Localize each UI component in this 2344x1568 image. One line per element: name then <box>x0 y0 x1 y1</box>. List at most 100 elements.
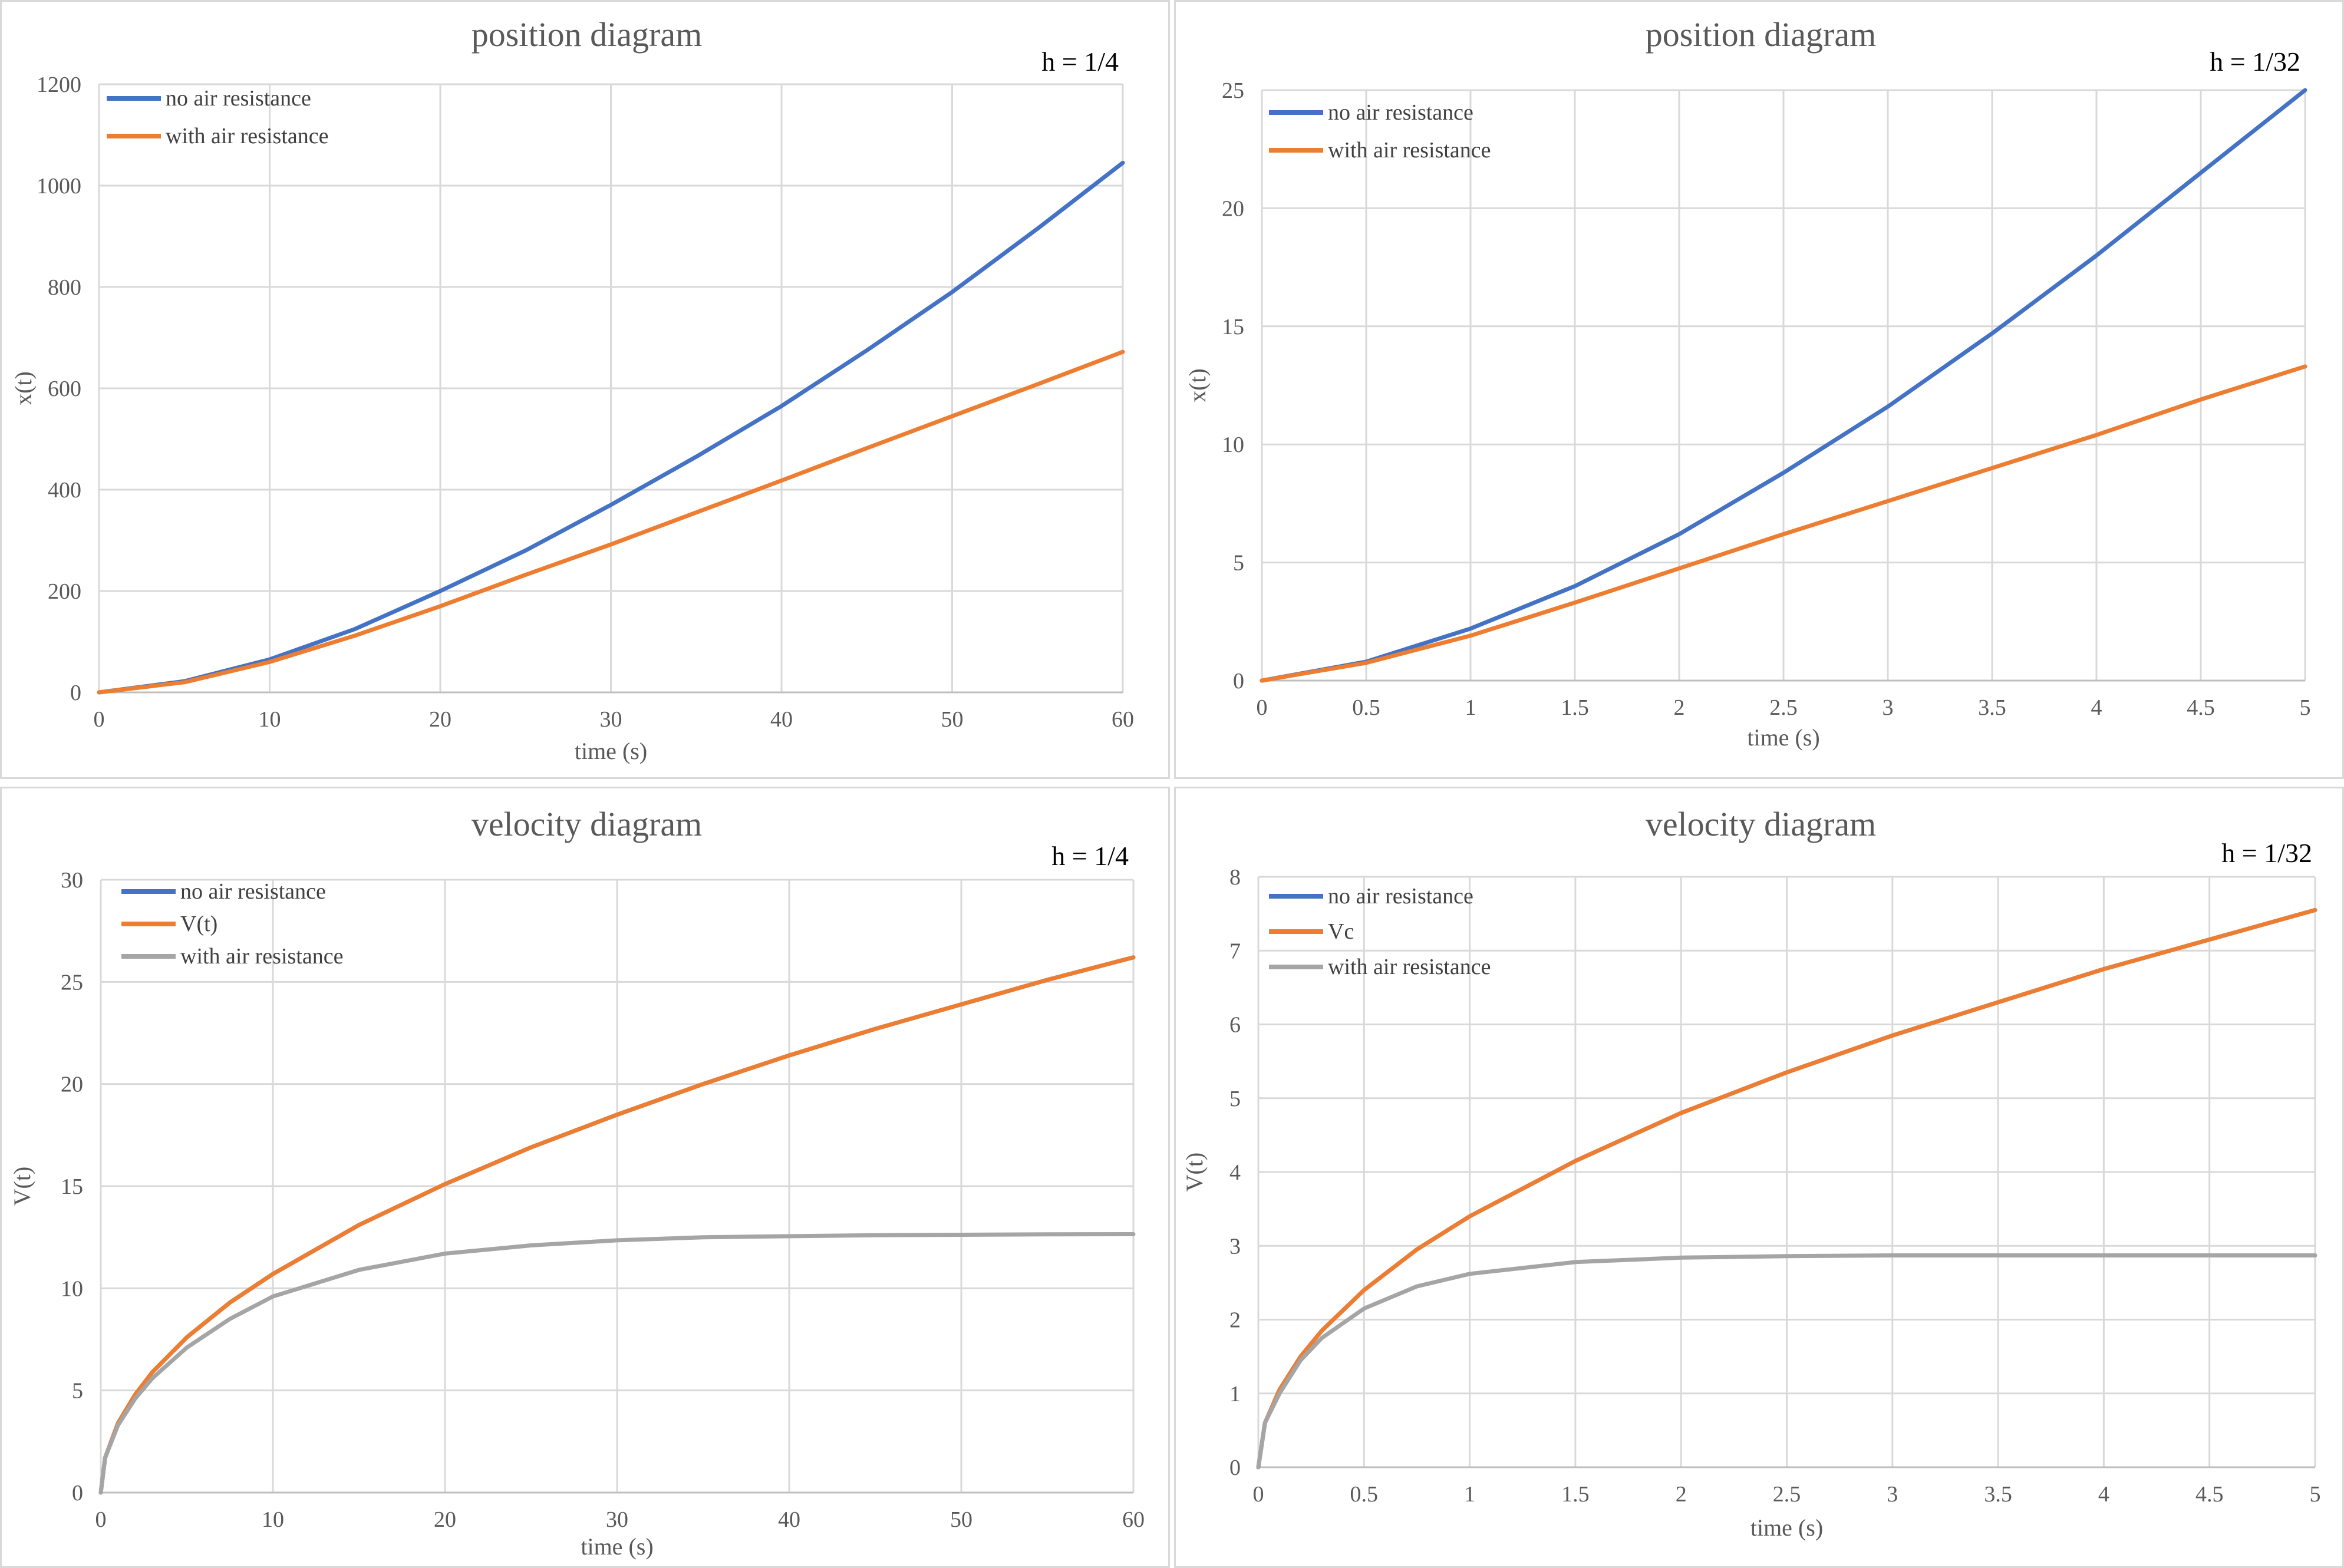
chart-position-h32: 0 0.5 1 1.5 2 2.5 3 3.5 4 4.5 5 0 5 10 15 20 25 position … <box>1174 0 2344 779</box>
chart-position-h4: 0 10 20 30 40 50 60 0 200 400 600 800 1000 1200 positi… <box>0 0 1170 779</box>
legend-label: no air resistance <box>180 879 326 904</box>
y-tick-label: 0 <box>1233 669 1244 694</box>
x-tick-label: 3.5 <box>1984 1482 2012 1507</box>
y-tick-label: 8 <box>1229 865 1241 890</box>
y-tick-label: 30 <box>61 868 83 893</box>
x-tick-label: 10 <box>262 1507 284 1532</box>
y-tick-label: 4 <box>1229 1160 1241 1185</box>
x-tick-label: 5 <box>2310 1482 2321 1507</box>
x-tick-label: 4.5 <box>2195 1482 2224 1507</box>
x-tick-label: 40 <box>770 707 793 732</box>
x-tick-label: 0.5 <box>1352 695 1380 720</box>
y-tick-label: 600 <box>48 377 81 401</box>
y-tick-label: 20 <box>61 1072 83 1097</box>
step-size-annotation: h = 1/32 <box>2210 47 2300 77</box>
legend-label: with air resistance <box>180 944 343 969</box>
y-tick-label: 200 <box>48 579 81 604</box>
x-tick-label: 3 <box>1883 695 1894 720</box>
step-size-annotation: h = 1/4 <box>1041 47 1119 77</box>
y-tick-label: 25 <box>61 970 83 995</box>
x-tick-label: 2.5 <box>1769 695 1798 720</box>
series-line-3 <box>98 1232 1136 1495</box>
x-tick-label: 2.5 <box>1773 1482 1801 1507</box>
chart-title: position diagram <box>1646 15 1876 54</box>
y-axis-label: V(t) <box>1181 1153 1208 1192</box>
y-tick-label: 0 <box>72 1481 83 1506</box>
x-tick-label: 0 <box>1253 1482 1264 1507</box>
y-tick-label: 10 <box>61 1276 83 1301</box>
x-tick-label: 20 <box>434 1507 456 1532</box>
x-tick-label: 4 <box>2098 1482 2109 1507</box>
x-tick-label: 2 <box>1674 695 1685 720</box>
series-line-2 <box>1260 364 2307 683</box>
chart-title: velocity diagram <box>472 805 702 843</box>
y-tick-label: 400 <box>48 478 81 503</box>
y-tick-label: 6 <box>1229 1013 1241 1038</box>
legend-label: no air resistance <box>1328 884 1473 909</box>
x-tick-label: 0 <box>95 1507 107 1532</box>
series-line-2 <box>97 349 1125 695</box>
y-tick-label: 5 <box>1229 1087 1241 1111</box>
chart-title: position diagram <box>472 15 702 54</box>
chart-title: velocity diagram <box>1646 805 1876 843</box>
x-tick-label: 3 <box>1887 1482 1898 1507</box>
y-tick-label: 2 <box>1229 1308 1241 1333</box>
x-tick-label: 0.5 <box>1350 1482 1379 1507</box>
y-tick-label: 3 <box>1229 1234 1241 1259</box>
y-tick-label: 0 <box>1229 1455 1241 1480</box>
legend-label: with air resistance <box>1328 955 1491 979</box>
x-tick-label: 0 <box>94 707 105 732</box>
x-tick-label: 50 <box>950 1507 972 1532</box>
y-tick-label: 20 <box>1222 196 1244 221</box>
series-line-3 <box>1256 1253 2317 1470</box>
x-tick-label: 10 <box>259 707 281 732</box>
x-tick-label: 60 <box>1122 1507 1145 1532</box>
x-tick-label: 3.5 <box>1978 695 2006 720</box>
legend-label: with air resistance <box>166 124 328 148</box>
y-tick-label: 15 <box>61 1174 83 1199</box>
x-tick-label: 50 <box>941 707 964 732</box>
chart-svg: 0 10 20 30 40 50 60020040060080010001200positi… <box>10 15 1134 764</box>
y-tick-label: 25 <box>1222 78 1244 103</box>
y-tick-label: 1000 <box>37 174 81 199</box>
x-tick-label: 40 <box>778 1507 800 1532</box>
x-tick-label: 5 <box>2300 695 2311 720</box>
x-tick-label: 1.5 <box>1561 1482 1590 1507</box>
chart-velocity-h4: 0 10 20 30 40 50 60 0 5 10 15 20 25 30 velocity diagra… <box>0 787 1170 1568</box>
x-axis-label: time (s) <box>1747 724 1819 751</box>
x-tick-label: 4.5 <box>2187 695 2215 720</box>
chart-velocity-h32: 0 0.5 1 1.5 2 2.5 3 3.5 4 4.5 5 0 1 2 3 4 5 6 7 8 velocity d… <box>1174 787 2344 1568</box>
legend-label: no air resistance <box>166 86 311 111</box>
x-axis-label: time (s) <box>1750 1514 1823 1541</box>
y-tick-label: 5 <box>72 1379 83 1404</box>
legend-label: Vc <box>1328 919 1354 944</box>
y-axis-label: x(t) <box>1184 368 1211 402</box>
series-line-1 <box>97 160 1125 695</box>
y-tick-label: 10 <box>1222 433 1244 457</box>
x-tick-label: 30 <box>606 1507 628 1532</box>
x-tick-label: 1 <box>1465 695 1476 720</box>
chart-svg: 0 10 20 30 40 50 60 0 5 10 15 20 25 30 velocity diagra… <box>9 805 1145 1560</box>
step-size-annotation: h = 1/4 <box>1051 841 1129 871</box>
y-tick-label: 800 <box>48 275 81 300</box>
x-tick-label: 2 <box>1676 1482 1687 1507</box>
x-tick-label: 30 <box>600 707 622 732</box>
series-line-1 <box>1260 88 2307 683</box>
x-tick-label: 60 <box>1112 707 1134 732</box>
y-axis-label: x(t) <box>10 371 37 405</box>
x-tick-label: 20 <box>429 707 451 732</box>
legend-label: with air resistance <box>1328 138 1491 163</box>
x-tick-label: 1.5 <box>1561 695 1589 720</box>
y-tick-label: 5 <box>1233 551 1244 576</box>
x-tick-label: 4 <box>2091 695 2102 720</box>
x-axis-label: time (s) <box>575 738 647 764</box>
y-tick-label: 0 <box>70 681 81 705</box>
x-tick-label: 0 <box>1257 695 1268 720</box>
y-tick-label: 1200 <box>37 72 81 97</box>
y-tick-label: 15 <box>1222 315 1244 339</box>
chart-svg: 0 0.5 1 1.5 2 2.5 3 3.5 4 4.5 5 0 5 10 15 20 25 position … <box>1184 15 2311 751</box>
y-axis-label: V(t) <box>9 1167 35 1206</box>
x-tick-label: 1 <box>1464 1482 1475 1507</box>
step-size-annotation: h = 1/32 <box>2221 838 2312 868</box>
legend-label: V(t) <box>180 912 217 936</box>
